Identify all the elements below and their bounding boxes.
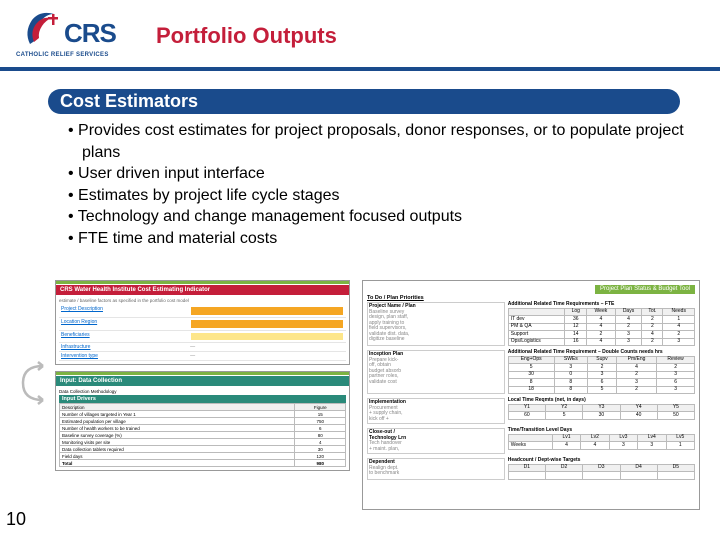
input-link[interactable]: Beneficiaries (59, 331, 188, 342)
bullet-item: User driven input interface (68, 163, 720, 185)
stage-desc: Inception Plan Prepare kick-off, obtainb… (367, 350, 505, 394)
panel-header: CRS Water Health Institute Cost Estimati… (56, 285, 349, 295)
estimator-input-panel-bottom: Input: Data Collection Data Collection M… (55, 371, 350, 471)
transition-table: Lv1Lv2Lv3Lv4Lv5 Weeks44331 (508, 434, 695, 450)
logo-text: CRS (64, 18, 116, 49)
stage-desc: Close-out /Technology Lrn Tech handover+… (367, 428, 505, 454)
stage-desc: Project Name / Plan Baseline surveydesig… (367, 302, 505, 346)
headcount-table: D1D2D3D4D5 (508, 464, 695, 480)
bullet-item: Estimates by project life cycle stages (68, 185, 720, 207)
bullet-list: Provides cost estimates for project prop… (68, 120, 720, 250)
fte-table: LogWeekDaysTot.Needs IT dev364421 PM & Q… (508, 308, 695, 347)
section-heading: Cost Estimators (48, 89, 680, 114)
output-plan-panel: Project Plan Status & Budget Tool To Do … (362, 280, 700, 510)
page-number: 10 (6, 509, 26, 530)
input-link[interactable]: Project Description (59, 305, 188, 317)
input-link[interactable]: Infrastructure (59, 343, 188, 351)
estimator-input-panel-top: CRS Water Health Institute Cost Estimati… (55, 280, 350, 365)
panel-header: Input: Data Collection (56, 376, 349, 386)
stage-desc: Dependent Realign dept.to benchmark (367, 458, 505, 480)
input-link[interactable]: Intervention type (59, 352, 188, 360)
input-drivers-table: DescriptionFigure Number of villages tar… (59, 403, 346, 467)
hours-table: Eng+OpsSWEsSupvPm/EngReview 53242 300323… (508, 356, 695, 395)
bullet-item: Technology and change management focused… (68, 206, 720, 228)
crs-logo: CRS CATHOLIC RELIEF SERVICES (16, 8, 136, 63)
bullet-item: Provides cost estimates for project prop… (68, 120, 720, 163)
crs-swoosh-icon (22, 10, 64, 52)
output-title: Project Plan Status & Budget Tool (595, 285, 695, 294)
input-link[interactable]: Location Region (59, 318, 188, 330)
panel-subtitle: Data Collection Methodology (59, 389, 346, 394)
bullet-item: FTE time and material costs (68, 228, 720, 250)
cycle-arrow-icon (13, 358, 53, 408)
stage-desc: Implementation Procurement+ supply chain… (367, 398, 505, 424)
slide-title: Portfolio Outputs (156, 23, 337, 49)
input-bar: Input Drivers (59, 395, 346, 403)
header-rule (0, 67, 720, 71)
days-table: Y1Y2Y3Y4Y5 605304050 (508, 404, 695, 420)
logo-subtitle: CATHOLIC RELIEF SERVICES (16, 52, 109, 58)
